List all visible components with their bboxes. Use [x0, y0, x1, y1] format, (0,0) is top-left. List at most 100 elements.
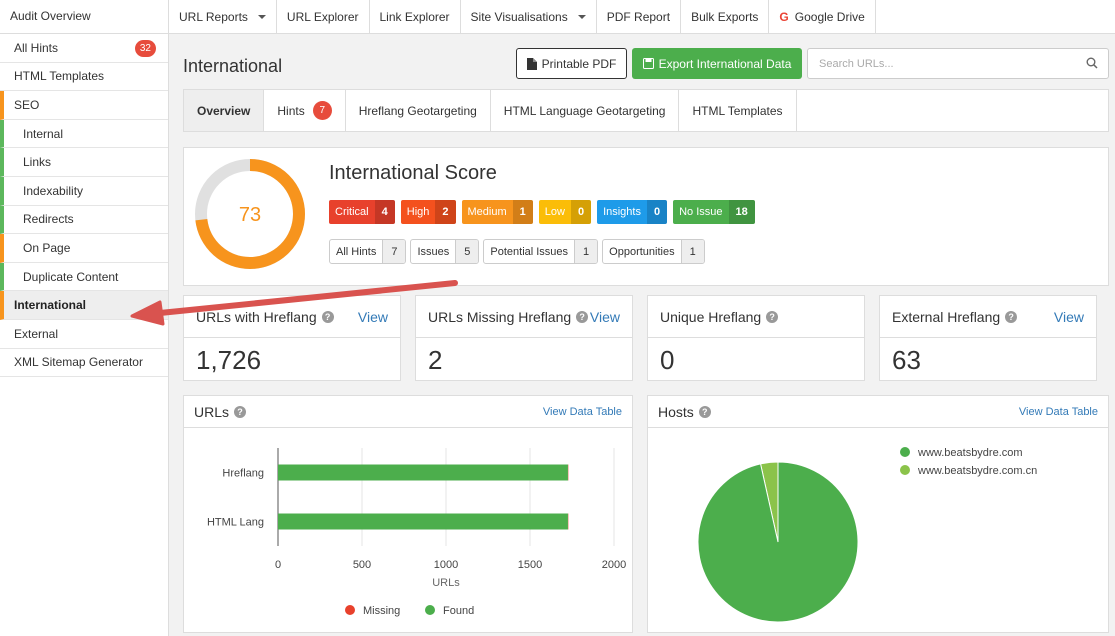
printable-pdf-button[interactable]: Printable PDF: [516, 48, 627, 79]
bar-found[interactable]: [278, 513, 568, 530]
top-bar: Audit Overview URL Reports URL Explorer …: [0, 0, 1115, 34]
pie-slice[interactable]: [697, 461, 859, 623]
sidebar-item-internal[interactable]: Internal: [0, 119, 168, 149]
score-panel: 73 International Score Critical 4 High 2 Med…: [183, 147, 1109, 286]
severity-count: 2: [435, 200, 456, 224]
help-icon[interactable]: ?: [576, 310, 589, 323]
legend-label[interactable]: www.beatsbydre.com.cn: [917, 465, 1037, 477]
view-data-table-link[interactable]: View Data Table: [1018, 405, 1098, 418]
stat-value: 2: [428, 345, 443, 375]
view-link[interactable]: View: [589, 308, 620, 325]
nav-url-explorer[interactable]: URL Explorer: [275, 0, 369, 33]
stat-label: URLs with Hreflang: [196, 308, 317, 325]
help-icon[interactable]: ?: [321, 310, 334, 323]
bar-found[interactable]: [278, 464, 568, 481]
audit-overview-link[interactable]: Audit Overview: [10, 9, 91, 23]
help-icon[interactable]: ?: [698, 405, 711, 418]
tab-hints[interactable]: Hints 7: [264, 90, 346, 131]
stat-value: 63: [892, 345, 921, 375]
hint-type-count: 1: [680, 240, 704, 263]
y-tick-label: Hreflang: [222, 468, 264, 480]
severity-badge-low[interactable]: Low 0: [538, 200, 592, 224]
nav-google-drive[interactable]: G Google Drive: [768, 0, 876, 33]
help-icon[interactable]: ?: [766, 310, 779, 323]
severity-badge-insights[interactable]: Insights 0: [597, 200, 668, 224]
tab-overview[interactable]: Overview: [184, 90, 265, 131]
sidebar-item-redirects[interactable]: Redirects: [0, 205, 168, 235]
legend-label[interactable]: Missing: [363, 605, 400, 617]
export-international-data-button[interactable]: Export International Data: [632, 48, 802, 79]
severity-count: 0: [646, 200, 668, 224]
stat-header: URLs with Hreflang? View: [184, 296, 400, 338]
severity-count: 4: [374, 200, 395, 224]
hints-count-badge: 32: [134, 40, 156, 57]
hint-type-opportunities[interactable]: Opportunities 1: [602, 239, 705, 264]
legend-marker: [900, 447, 910, 457]
google-icon: G: [779, 9, 789, 24]
sidebar-item-label: XML Sitemap Generator: [14, 355, 143, 370]
nav-label: URL Explorer: [286, 9, 359, 24]
x-tick-label: 2000: [602, 559, 626, 571]
main-content: International Printable PDF Export Inter…: [169, 34, 1115, 636]
sidebar-item-label: Internal: [23, 126, 64, 141]
nav-url-reports[interactable]: URL Reports: [168, 0, 276, 33]
severity-count: 0: [570, 200, 592, 224]
tab-label: Hints: [277, 103, 305, 118]
x-tick-label: 0: [275, 559, 281, 571]
nav-pdf-report[interactable]: PDF Report: [595, 0, 680, 33]
hint-type-label: Potential Issues: [490, 245, 569, 258]
chevron-down-icon: [257, 14, 266, 19]
severity-badge-high[interactable]: High 2: [400, 200, 456, 224]
score-ring-fill: [195, 159, 305, 269]
nav-site-visualisations[interactable]: Site Visualisations: [459, 0, 596, 33]
stat-label: Unique Hreflang: [660, 308, 762, 325]
sidebar: All Hints 32 HTML Templates SEO Internal …: [0, 34, 169, 636]
hosts-pie-chart: www.beatsbydre.com www.beatsbydre.com.cn: [697, 447, 1037, 623]
tab-html-language-geotargeting[interactable]: HTML Language Geotargeting: [491, 90, 680, 131]
sidebar-item-html-templates[interactable]: HTML Templates: [0, 63, 168, 92]
severity-badge-medium[interactable]: Medium 1: [461, 200, 533, 224]
nav-bulk-exports[interactable]: Bulk Exports: [680, 0, 768, 33]
sidebar-item-label: Links: [23, 155, 52, 170]
sidebar-item-links[interactable]: Links: [0, 148, 168, 177]
sidebar-item-external[interactable]: External: [0, 320, 168, 349]
view-link[interactable]: View: [357, 308, 388, 325]
tab-hreflang-geotargeting[interactable]: Hreflang Geotargeting: [346, 90, 491, 131]
search-input[interactable]: [808, 49, 1068, 78]
x-tick-label: 1500: [518, 559, 542, 571]
sidebar-item-indexability[interactable]: Indexability: [0, 176, 168, 206]
stat-card-unique-hreflang: Unique Hreflang? 0: [647, 295, 865, 381]
tab-label: Overview: [197, 103, 251, 118]
tab-html-templates[interactable]: HTML Templates: [679, 90, 797, 131]
hint-type-label: All Hints: [336, 245, 377, 258]
help-icon[interactable]: ?: [1005, 310, 1018, 323]
stat-header: URLs Missing Hreflang? View: [416, 296, 632, 338]
severity-badge-critical[interactable]: Critical 4: [329, 200, 395, 224]
legend-marker: [345, 605, 355, 615]
hint-type-issues[interactable]: Issues 5: [410, 239, 480, 264]
sidebar-item-label: On Page: [23, 240, 71, 255]
sidebar-item-xml-sitemap-generator[interactable]: XML Sitemap Generator: [0, 349, 168, 378]
sidebar-item-international[interactable]: International: [0, 291, 168, 320]
severity-label: No Issue: [679, 206, 723, 218]
sidebar-item-seo[interactable]: SEO: [0, 91, 168, 120]
search-icon[interactable]: [1086, 57, 1098, 69]
view-link[interactable]: View: [1053, 308, 1084, 325]
nav-link-explorer[interactable]: Link Explorer: [368, 0, 460, 33]
hint-type-potential-issues[interactable]: Potential Issues 1: [483, 239, 599, 264]
sidebar-item-duplicate-content[interactable]: Duplicate Content: [0, 262, 168, 292]
stat-label: URLs Missing Hreflang: [428, 308, 572, 325]
panel-header: Hosts? View Data Table: [648, 396, 1108, 428]
sidebar-item-on-page[interactable]: On Page: [0, 234, 168, 263]
hint-type-all-hints[interactable]: All Hints 7: [329, 239, 407, 264]
legend-label[interactable]: Found: [443, 605, 474, 617]
sidebar-item-all-hints[interactable]: All Hints 32: [0, 34, 168, 63]
stat-card-external-hreflang: External Hreflang? View 63: [879, 295, 1097, 381]
stat-value: 0: [660, 345, 675, 375]
help-icon[interactable]: ?: [234, 405, 247, 418]
top-nav: URL Reports URL Explorer Link Explorer S…: [168, 0, 876, 33]
severity-badge-no-issue[interactable]: No Issue 18: [673, 200, 755, 224]
legend-label[interactable]: www.beatsbydre.com: [917, 447, 1023, 459]
stat-header: Unique Hreflang?: [648, 296, 864, 338]
view-data-table-link[interactable]: View Data Table: [542, 405, 622, 418]
